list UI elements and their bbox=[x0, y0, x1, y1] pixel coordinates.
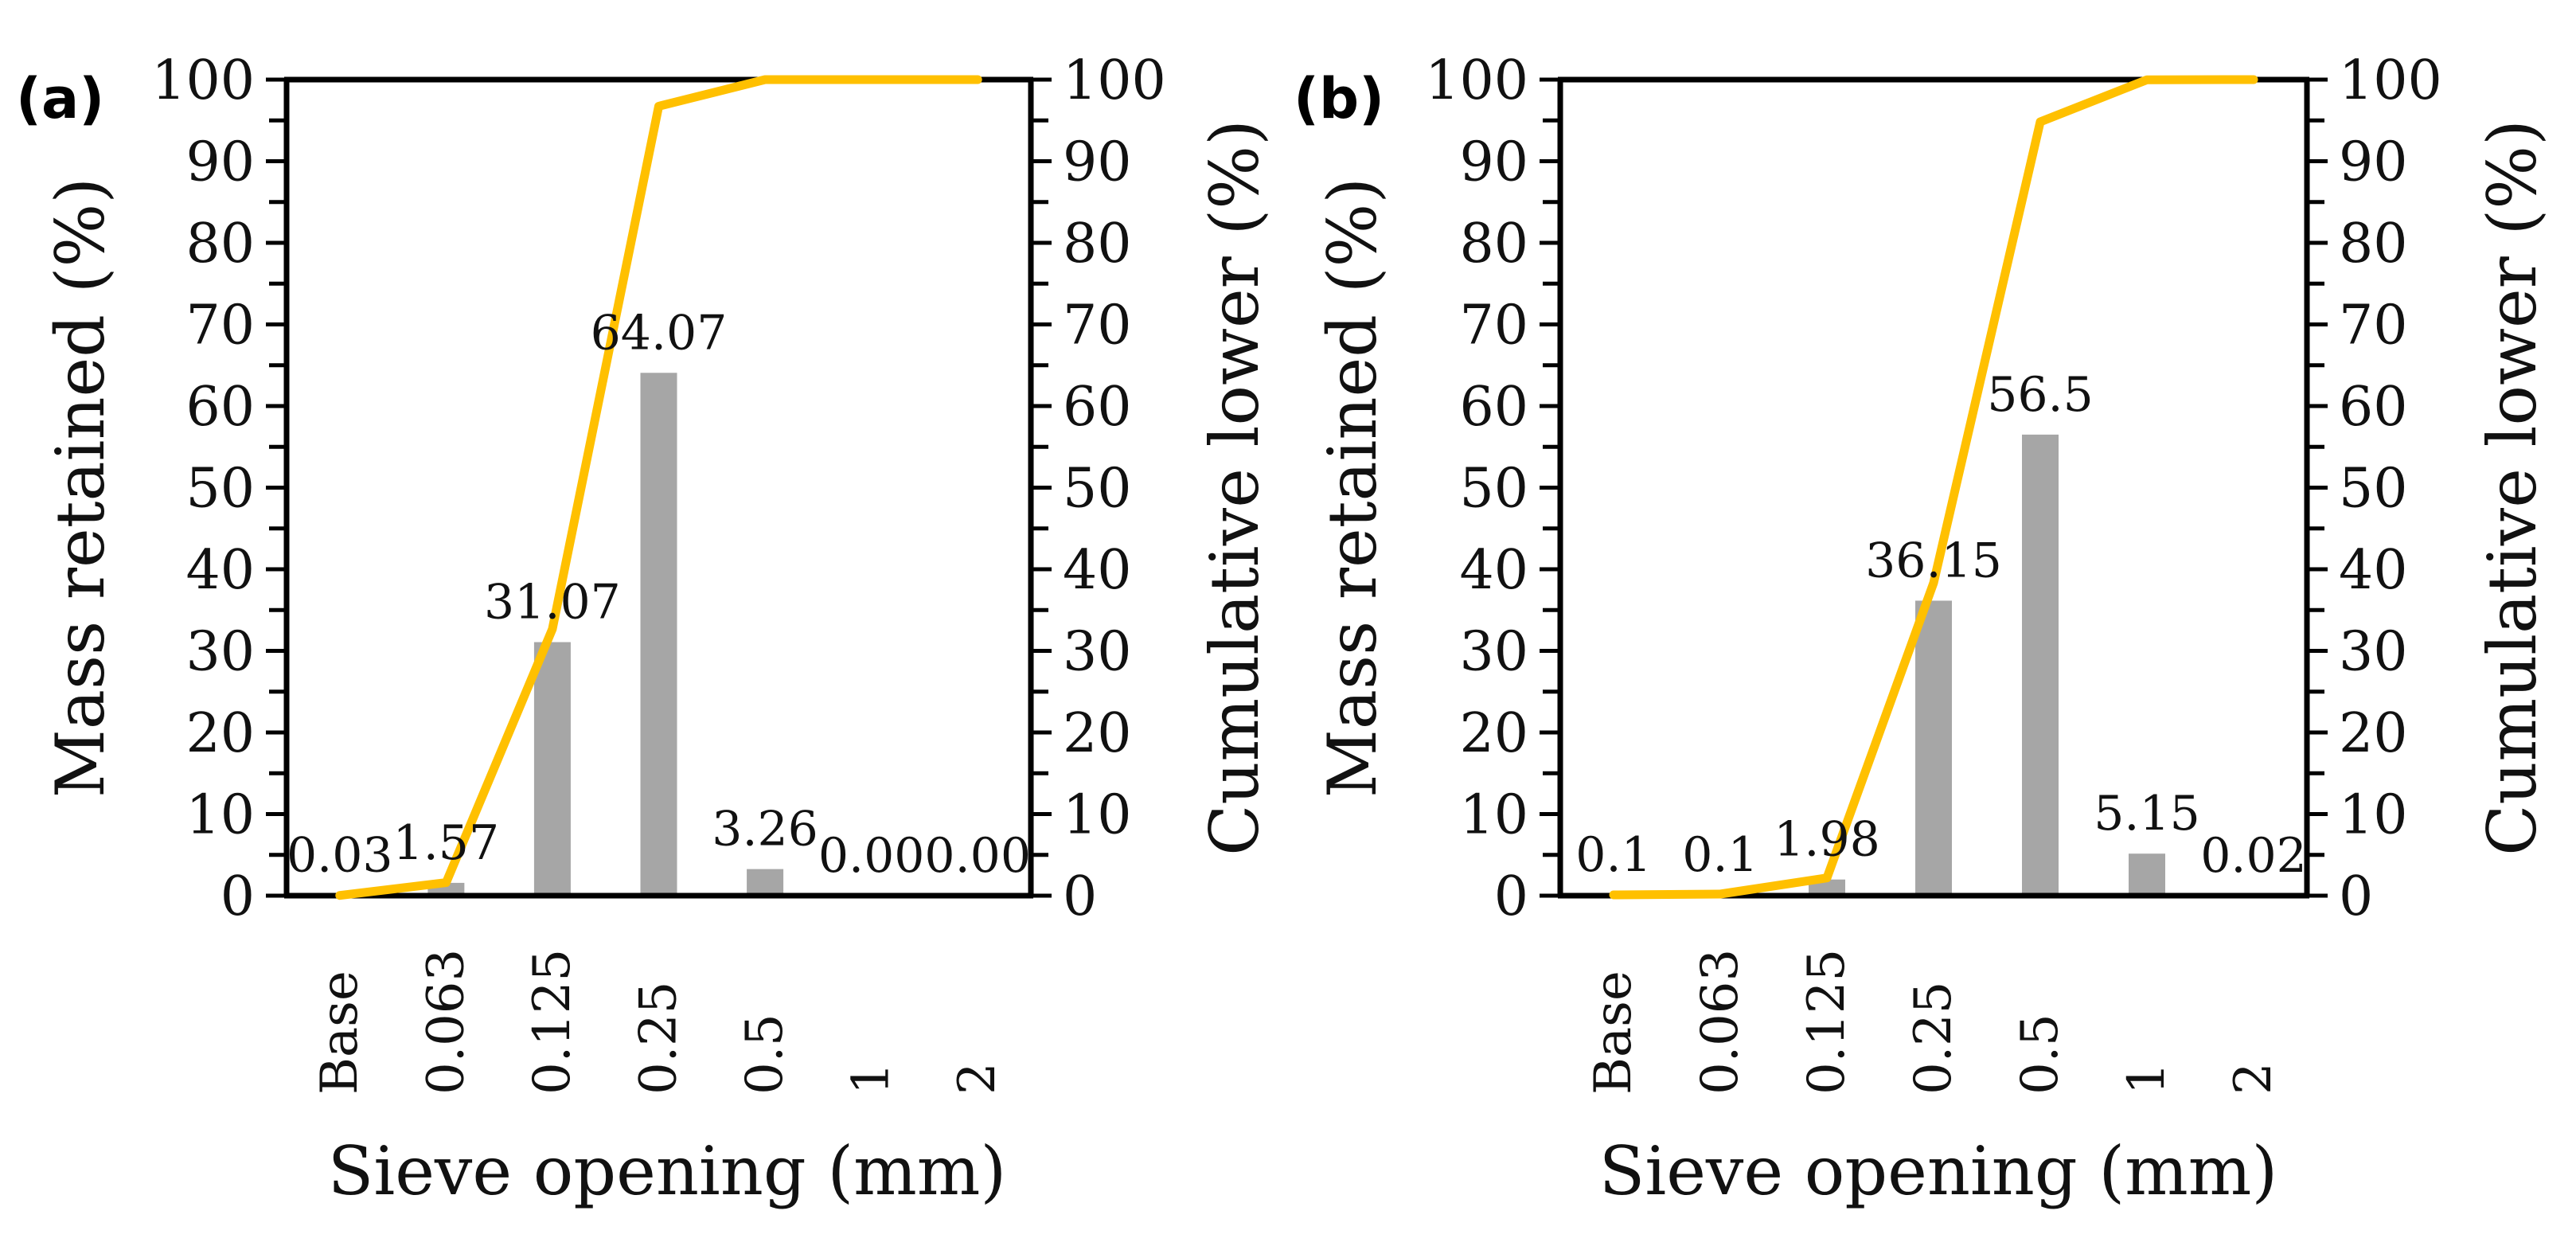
category-label: 0.125 bbox=[523, 949, 582, 1095]
right-tick-label: 20 bbox=[2339, 702, 2408, 765]
category-label: 0.5 bbox=[2011, 1014, 2070, 1095]
y-axis-title: Mass retained (%) bbox=[41, 178, 119, 798]
data-label: 3.26 bbox=[712, 802, 818, 857]
right-tick-label: 10 bbox=[2339, 784, 2408, 847]
left-tick-label: 20 bbox=[1459, 702, 1528, 765]
x-axis-title: Sieve opening (mm) bbox=[328, 1132, 1006, 1210]
left-tick-label: 20 bbox=[185, 702, 255, 765]
cumulative-line bbox=[1609, 75, 2258, 900]
left-tick-label: 70 bbox=[1459, 295, 1528, 357]
category-label: 1 bbox=[2117, 1062, 2176, 1095]
data-label: 0.00 bbox=[818, 828, 925, 884]
left-tick-label: 70 bbox=[185, 295, 255, 357]
left-tick-label: 60 bbox=[185, 376, 255, 439]
left-tick-label: 10 bbox=[185, 784, 255, 847]
left-tick-label: 50 bbox=[185, 458, 255, 521]
data-label: 36.15 bbox=[1865, 533, 2002, 588]
right-tick-label: 70 bbox=[1063, 295, 1132, 357]
category-label: 0.063 bbox=[1691, 949, 1750, 1095]
left-tick-label: 90 bbox=[1459, 131, 1528, 194]
left-tick-label: 60 bbox=[1459, 376, 1528, 439]
right-tick-label: 80 bbox=[1063, 213, 1132, 275]
left-tick-label: 100 bbox=[1425, 49, 1528, 112]
data-label: 64.07 bbox=[591, 305, 728, 361]
left-tick-label: 40 bbox=[185, 539, 255, 602]
right-tick-label: 90 bbox=[2339, 131, 2408, 194]
right-tick-label: 10 bbox=[1063, 784, 1132, 847]
data-label: 1.98 bbox=[1774, 812, 1880, 868]
left-tick-label: 100 bbox=[151, 49, 255, 112]
panel-label: (b) bbox=[1294, 66, 1384, 131]
bar-0.5 bbox=[2022, 434, 2059, 896]
left-tick-label: 40 bbox=[1459, 539, 1528, 602]
bar-0.5 bbox=[747, 869, 784, 896]
bar-0.25 bbox=[640, 373, 677, 896]
right-tick-label: 60 bbox=[2339, 376, 2408, 439]
category-label: 0.25 bbox=[1904, 982, 1963, 1096]
left-tick-label: 80 bbox=[185, 213, 255, 275]
category-label: 0.125 bbox=[1797, 949, 1856, 1095]
data-label: 0.1 bbox=[1682, 827, 1758, 883]
right-tick-label: 60 bbox=[1063, 376, 1132, 439]
y2-axis-title: Cumulative lower (%) bbox=[2473, 119, 2551, 856]
category-label: 0.25 bbox=[630, 982, 689, 1096]
data-label: 31.07 bbox=[484, 575, 621, 631]
right-tick-label: 50 bbox=[1063, 458, 1132, 521]
left-tick-label: 0 bbox=[221, 865, 255, 928]
right-tick-label: 20 bbox=[1063, 702, 1132, 765]
panel-b: (b) 0 0 10 10 20 20 30 30 40 40 50 50 60 60 70 70 80 80 90 9… bbox=[1294, 49, 2551, 1210]
category-label: 2 bbox=[948, 1062, 1007, 1095]
category-label: 2 bbox=[2224, 1062, 2283, 1095]
category-label: 0.063 bbox=[416, 949, 475, 1095]
right-tick-label: 40 bbox=[2339, 539, 2408, 602]
data-label: 0.02 bbox=[2200, 828, 2307, 884]
right-tick-label: 40 bbox=[1063, 539, 1132, 602]
right-tick-label: 100 bbox=[1063, 49, 1166, 112]
right-tick-label: 0 bbox=[2339, 865, 2373, 928]
bar-1 bbox=[2129, 853, 2165, 896]
data-label: 0.03 bbox=[287, 828, 393, 884]
left-tick-label: 50 bbox=[1459, 458, 1528, 521]
y-axis-title: Mass retained (%) bbox=[1313, 178, 1391, 798]
panel-a: (a) 0 0 10 10 20 20 30 30 40 40 50 50 60 60 70 70 80 80 90 9… bbox=[16, 49, 1274, 1210]
data-label: 56.5 bbox=[1987, 367, 2094, 423]
y2-axis-title: Cumulative lower (%) bbox=[1196, 119, 1274, 856]
left-tick-label: 80 bbox=[1459, 213, 1528, 275]
left-tick-label: 0 bbox=[1494, 865, 1528, 928]
right-tick-label: 100 bbox=[2339, 49, 2442, 112]
category-label: Base bbox=[1584, 971, 1643, 1095]
left-tick-label: 10 bbox=[1459, 784, 1528, 847]
right-tick-label: 70 bbox=[2339, 295, 2408, 357]
right-tick-label: 50 bbox=[2339, 458, 2408, 521]
right-tick-label: 30 bbox=[1063, 621, 1132, 684]
right-tick-label: 80 bbox=[2339, 213, 2408, 275]
category-label: Base bbox=[310, 971, 369, 1095]
bar-0.25 bbox=[1915, 600, 1952, 896]
left-tick-label: 90 bbox=[185, 131, 255, 194]
category-label: 1 bbox=[842, 1062, 901, 1095]
right-tick-label: 30 bbox=[2339, 621, 2408, 684]
data-label: 5.15 bbox=[2094, 786, 2200, 842]
x-axis-title: Sieve opening (mm) bbox=[1599, 1132, 2277, 1210]
panel-label: (a) bbox=[16, 66, 104, 131]
right-tick-label: 0 bbox=[1063, 865, 1097, 928]
category-label: 0.5 bbox=[736, 1014, 794, 1095]
left-tick-label: 30 bbox=[185, 621, 255, 684]
data-label: 1.57 bbox=[393, 815, 500, 871]
cumulative-line bbox=[335, 75, 982, 900]
left-tick-label: 30 bbox=[1459, 621, 1528, 684]
data-label: 0.1 bbox=[1575, 827, 1651, 883]
right-tick-label: 90 bbox=[1063, 131, 1132, 194]
bar-0.125 bbox=[533, 642, 571, 896]
data-label: 0.00 bbox=[924, 828, 1031, 884]
